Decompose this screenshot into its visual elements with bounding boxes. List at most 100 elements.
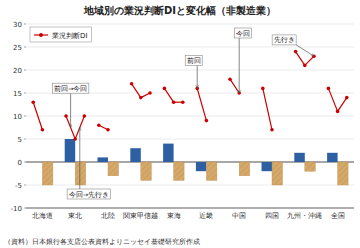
bar xyxy=(174,162,184,180)
y-tick xyxy=(24,70,26,71)
line-segment xyxy=(338,98,347,112)
annotation: 今回→先行き xyxy=(67,189,110,199)
annotation-text: 前回→今回 xyxy=(54,85,87,93)
source: （資料）日本銀行各支店公表資料よりニッセイ基礎研究所作成 xyxy=(4,238,200,246)
x-tick-label: 北海道 xyxy=(32,212,53,220)
y-tick xyxy=(24,208,26,209)
annotation-box xyxy=(272,35,296,45)
y-tick-label: 10 xyxy=(13,113,22,121)
annotation: 前回→今回 xyxy=(52,83,88,93)
bar xyxy=(229,162,239,163)
line-segment xyxy=(305,56,314,65)
annotation-text: 今回→先行き xyxy=(69,191,109,199)
bar xyxy=(305,162,315,171)
bar xyxy=(327,153,337,162)
point xyxy=(73,137,77,141)
bar xyxy=(98,157,108,162)
annotation-arrow xyxy=(70,93,71,127)
point xyxy=(64,114,68,118)
y-tick xyxy=(24,93,26,94)
bar xyxy=(75,162,85,185)
bar xyxy=(130,148,140,162)
x-tick-label: 全国 xyxy=(331,212,345,220)
legend: 業況判断DI xyxy=(30,27,91,42)
y-tick xyxy=(24,185,26,186)
point xyxy=(303,64,307,68)
plot-area xyxy=(31,50,348,185)
annotation-arrow xyxy=(197,66,198,89)
y-tick-label: -10 xyxy=(11,205,22,213)
annotation-text: 前回 xyxy=(187,57,201,65)
line-segment xyxy=(263,88,272,129)
y-tick xyxy=(24,116,26,117)
line-segment xyxy=(132,84,141,98)
point xyxy=(130,82,134,86)
point xyxy=(163,87,167,91)
title: 地域別の業況判断DIと変化幅（非製造業） xyxy=(83,5,276,16)
bar xyxy=(262,162,272,171)
y-tick-label: 25 xyxy=(13,44,22,52)
line-segment xyxy=(296,52,305,66)
line-segment xyxy=(33,102,42,130)
point xyxy=(336,110,340,114)
line-segment xyxy=(328,88,337,111)
bar xyxy=(108,162,118,176)
point xyxy=(139,96,143,100)
legend-label: 業況判断DI xyxy=(52,32,87,40)
point xyxy=(106,128,110,132)
annotation-arrow xyxy=(296,45,314,56)
x-tick-label: 中国 xyxy=(232,212,246,220)
bar xyxy=(42,162,52,185)
point xyxy=(205,119,209,123)
legend-box xyxy=(30,27,91,42)
point xyxy=(148,91,152,95)
x-tick-label: 東北 xyxy=(68,212,82,220)
grid-line xyxy=(26,208,354,209)
grid-line xyxy=(26,47,354,48)
point xyxy=(327,87,331,91)
x-tick-label: 関東甲信越 xyxy=(123,212,158,220)
y-tick-label: 0 xyxy=(18,159,22,167)
y-tick xyxy=(24,162,26,163)
annotation-box xyxy=(185,56,202,66)
bar xyxy=(338,162,348,185)
point xyxy=(31,100,35,104)
x-tick-label: 北陸 xyxy=(101,212,115,220)
annotation-text: 先行き xyxy=(274,36,295,44)
annotation-arrow xyxy=(79,128,80,190)
annotations: 前回→今回今回→先行き 前回 今回先行き xyxy=(52,28,314,199)
annotation-box xyxy=(52,83,88,93)
point xyxy=(261,87,265,91)
point xyxy=(228,77,232,81)
grid-line xyxy=(26,116,354,117)
bar xyxy=(196,162,206,171)
grid-line xyxy=(26,24,354,25)
point xyxy=(345,96,349,100)
point xyxy=(41,128,45,132)
bar xyxy=(272,162,282,185)
point xyxy=(97,123,101,127)
y-tick xyxy=(24,47,26,48)
annotation-arrow xyxy=(239,38,240,93)
annotation-text: 今回 xyxy=(236,30,250,38)
point xyxy=(294,50,298,54)
annotation-box xyxy=(234,28,251,38)
point xyxy=(270,128,274,132)
x-tick-label: 東海 xyxy=(167,212,181,220)
bar xyxy=(239,162,249,176)
x-axis-line xyxy=(26,208,354,209)
legend-marker xyxy=(39,33,43,37)
line-segment xyxy=(164,88,173,102)
x-tick-label: 四国 xyxy=(265,212,279,220)
y-tick-label: 5 xyxy=(18,136,22,144)
annotation-box xyxy=(67,189,110,199)
y-tick-label: -5 xyxy=(15,182,22,190)
bar xyxy=(141,162,151,180)
grid-line xyxy=(26,70,354,71)
grid xyxy=(24,24,354,208)
x-tick-label: 近畿 xyxy=(199,212,213,220)
point xyxy=(172,100,176,104)
y-tick-label: 15 xyxy=(13,90,22,98)
bar xyxy=(65,139,75,162)
line-segment xyxy=(230,79,239,93)
